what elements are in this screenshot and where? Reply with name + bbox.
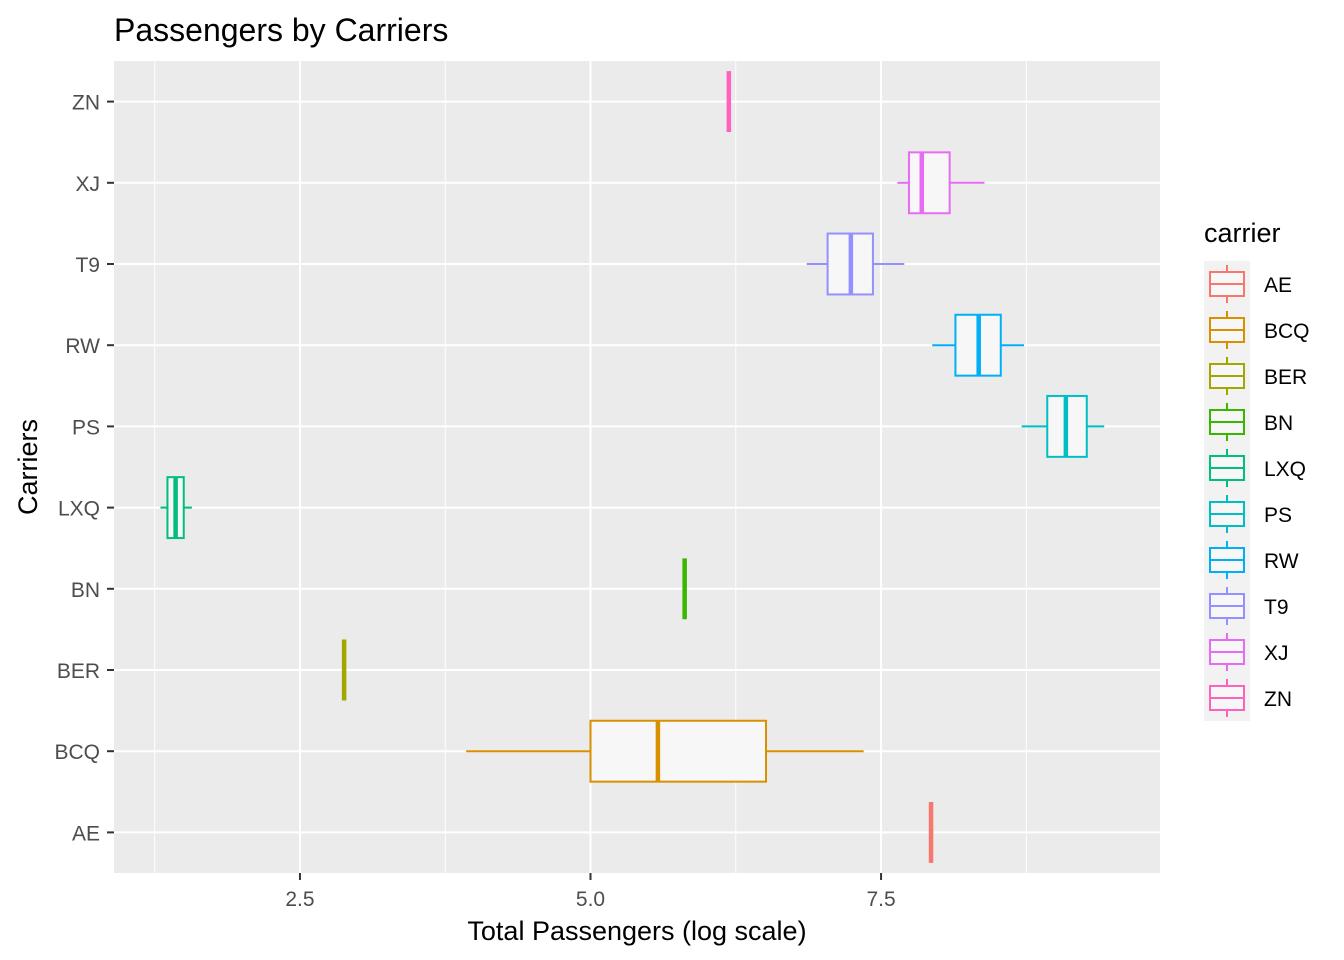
legend-title: carrier <box>1204 218 1281 248</box>
y-tick-label: BER <box>57 660 100 683</box>
major-gridlines <box>114 61 1160 873</box>
box-xj <box>897 151 985 215</box>
y-tick-label: BN <box>71 579 100 602</box>
legend-entry-xj: XJ <box>1204 629 1289 675</box>
legend-label: T9 <box>1264 596 1289 619</box>
legend-label: ZN <box>1264 688 1292 711</box>
legend-label: BN <box>1264 412 1293 435</box>
x-axis-ticks: 2.5 5.0 7.5 <box>285 873 896 911</box>
box-rw <box>932 313 1025 377</box>
legend: carrier AE BCQ BER BN LXQ PS RW T9 XJ ZN <box>1204 218 1310 721</box>
box-t9 <box>806 232 905 296</box>
legend-label: LXQ <box>1264 458 1306 481</box>
x-tick-label: 2.5 <box>285 888 314 911</box>
legend-label: BER <box>1264 366 1307 389</box>
x-axis-title: Total Passengers (log scale) <box>467 916 806 946</box>
legend-label: BCQ <box>1264 320 1310 343</box>
y-tick-label: LXQ <box>58 498 100 521</box>
y-axis-ticks: AE BCQ BER BN LXQ PS RW T9 XJ ZN <box>54 92 114 845</box>
legend-entry-bcq: BCQ <box>1204 307 1310 353</box>
legend-entry-rw: RW <box>1204 537 1299 583</box>
legend-entry-t9: T9 <box>1204 583 1289 629</box>
y-tick-label: BCQ <box>54 741 100 764</box>
legend-entry-ps: PS <box>1204 491 1292 537</box>
chart-title: Passengers by Carriers <box>114 12 448 48</box>
x-tick-label: 7.5 <box>866 888 895 911</box>
box-bcq <box>466 719 864 783</box>
box-ps <box>1021 394 1105 458</box>
box-lxq <box>160 476 192 540</box>
legend-entry-bn: BN <box>1204 399 1293 445</box>
iqr-box <box>907 151 951 215</box>
x-tick-label: 5.0 <box>576 888 605 911</box>
y-axis-title: Carriers <box>13 419 43 515</box>
legend-label: PS <box>1264 504 1292 527</box>
y-tick-label: AE <box>72 822 100 845</box>
box-marks <box>160 71 1105 863</box>
y-tick-label: PS <box>72 416 100 439</box>
y-tick-label: XJ <box>75 173 100 196</box>
iqr-box <box>589 719 768 783</box>
legend-entry-ae: AE <box>1204 261 1292 307</box>
legend-label: AE <box>1264 274 1292 297</box>
legend-entry-zn: ZN <box>1204 675 1292 721</box>
legend-entry-lxq: LXQ <box>1204 445 1306 491</box>
y-tick-label: ZN <box>72 92 100 115</box>
y-tick-label: RW <box>65 335 100 358</box>
y-tick-label: T9 <box>75 254 100 277</box>
legend-label: XJ <box>1264 642 1289 665</box>
legend-entry-ber: BER <box>1204 353 1307 399</box>
legend-label: RW <box>1264 550 1299 573</box>
